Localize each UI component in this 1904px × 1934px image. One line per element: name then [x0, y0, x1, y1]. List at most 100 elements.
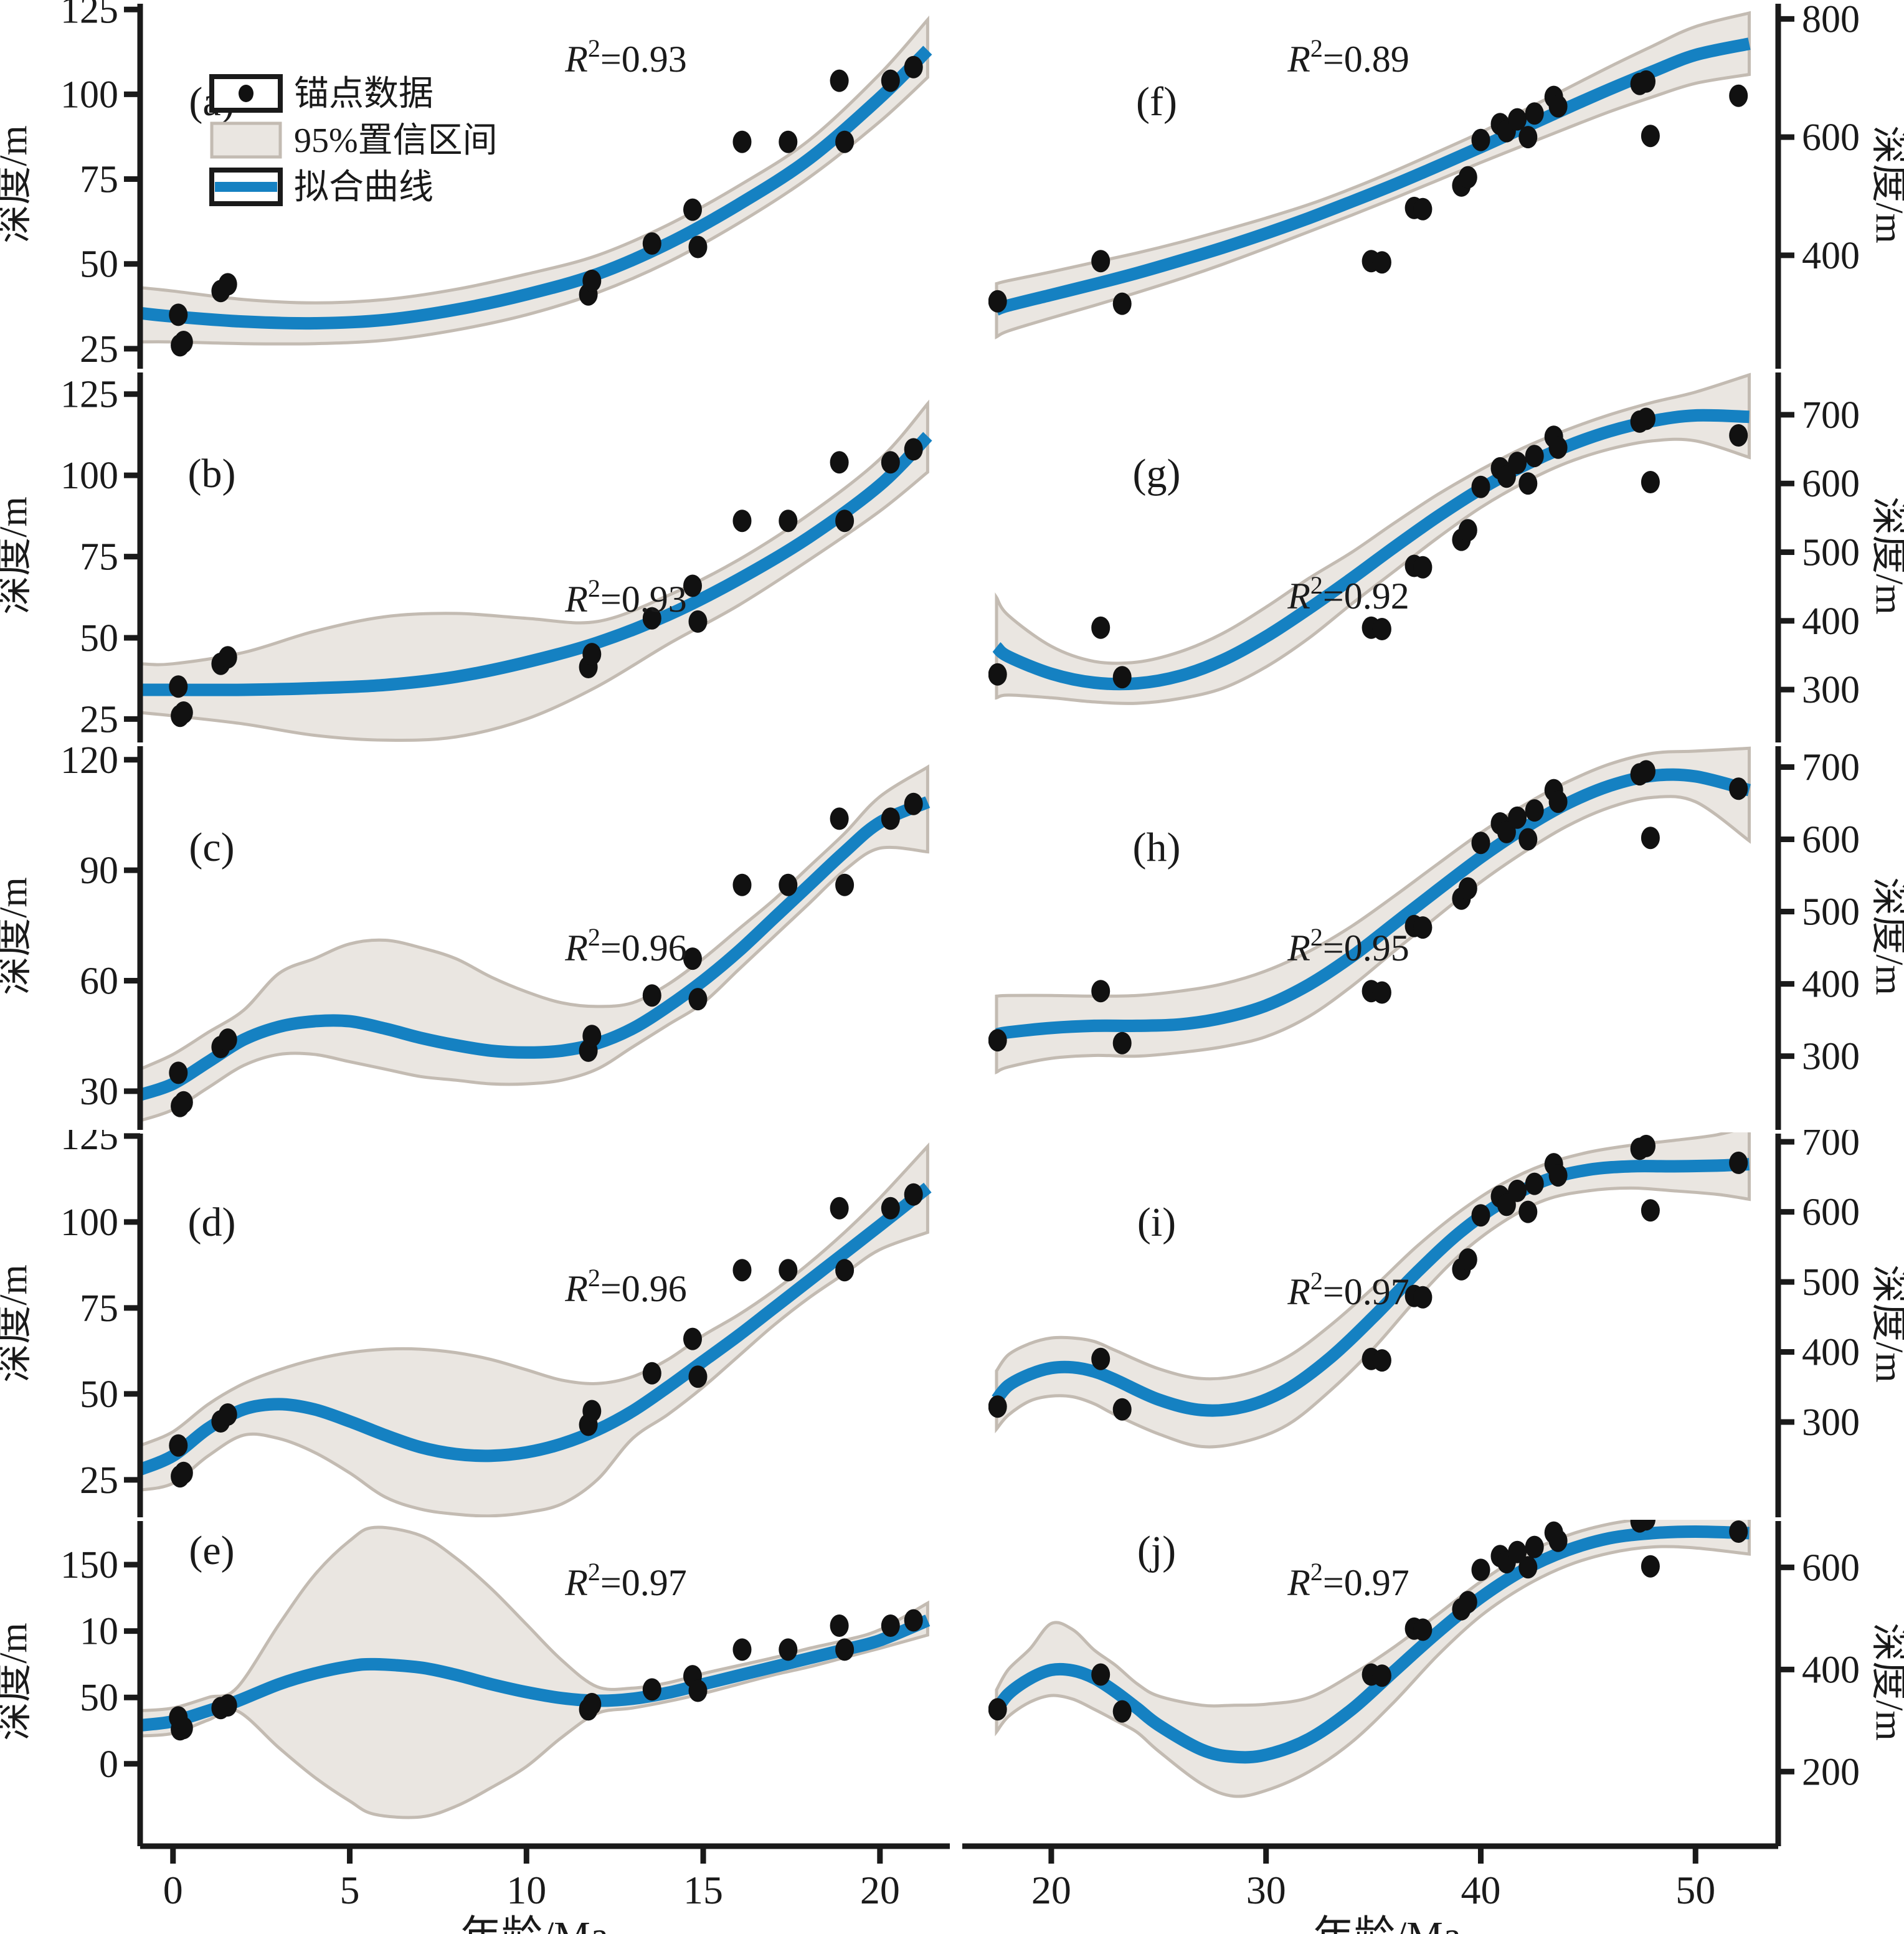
r2-annotation-i: R2=0.97 [1287, 1267, 1409, 1312]
y-axis-j: 600 400 200 [1775, 1521, 1860, 1846]
svg-text:125: 125 [60, 374, 118, 416]
svg-text:600: 600 [1802, 463, 1860, 505]
svg-text:50: 50 [1675, 1868, 1715, 1912]
r2-annotation-a: R2=0.93 [564, 34, 687, 80]
y-axis-title: 深度/m [0, 1623, 35, 1740]
y-axis-title: 深度/m [1868, 1623, 1904, 1740]
panel-label-d: (d) [188, 1200, 236, 1245]
svg-text:40: 40 [1461, 1868, 1500, 1912]
confidence-band-c [139, 764, 929, 1123]
anchor-points-e [169, 1609, 923, 1741]
svg-text:15: 15 [683, 1868, 723, 1912]
anchor-points-j [988, 1520, 1748, 1723]
confidence-band-e [139, 1525, 929, 1819]
fit-curve-b [140, 432, 932, 696]
svg-text:500: 500 [1802, 1261, 1860, 1304]
x-axis-title: 年龄/Ma [460, 1913, 609, 1934]
anchor-points-b [169, 438, 923, 728]
svg-text:100: 100 [60, 73, 118, 116]
fit-curve-d [139, 1182, 932, 1476]
panel-label-e: (e) [189, 1528, 234, 1573]
svg-text:500: 500 [1802, 891, 1860, 934]
y-axis-title: 深度/m [1868, 496, 1904, 614]
fit-curve-h [995, 768, 1751, 1041]
confidence-band-j [995, 1520, 1751, 1798]
svg-text:500: 500 [1802, 531, 1860, 574]
svg-text:400: 400 [1802, 1649, 1860, 1691]
svg-text:400: 400 [1802, 600, 1860, 643]
r2-annotation-e: R2=0.97 [564, 1558, 687, 1603]
svg-text:125: 125 [60, 1130, 118, 1158]
r2-annotation-c: R2=0.96 [564, 923, 687, 969]
y-axis-title: 深度/m [0, 1264, 35, 1382]
panel-label-b: (b) [188, 451, 236, 496]
y-axis-h: 700 600 500 400 300 [1775, 746, 1860, 1130]
r2-annotation-b: R2=0.93 [564, 574, 687, 620]
confidence-band-d [139, 1142, 929, 1517]
x-axis-title: 年龄/Ma [1313, 1913, 1461, 1934]
svg-text:200: 200 [1802, 1751, 1860, 1793]
fit-curve-j [991, 1525, 1750, 1764]
legend-label: 拟合曲线 [294, 168, 433, 207]
svg-text:20: 20 [860, 1868, 900, 1912]
svg-text:10: 10 [506, 1868, 546, 1912]
y-axis-title: 深度/m [0, 125, 35, 243]
y-axis-a: 125 100 75 50 25 [60, 0, 143, 369]
y-axis-title: 深度/m [0, 496, 35, 614]
confidence-band-i [995, 1132, 1751, 1449]
svg-text:10: 10 [80, 1611, 118, 1653]
svg-text:5: 5 [340, 1868, 360, 1912]
svg-text:125: 125 [60, 0, 118, 31]
x-axis-j: 20 30 40 50 年龄/Ma [962, 1843, 1778, 1934]
y-axis-f: 800 600 400 [1775, 0, 1860, 369]
y-axis-d: 125 100 75 50 25 [60, 1130, 143, 1517]
svg-text:800: 800 [1802, 0, 1860, 40]
y-axis-b: 125 100 75 50 25 [60, 372, 143, 742]
r2-annotation-g: R2=0.92 [1287, 571, 1409, 617]
r2-annotation-j: R2=0.97 [1287, 1558, 1409, 1603]
svg-text:50: 50 [80, 1373, 118, 1416]
svg-text:25: 25 [80, 1459, 118, 1502]
svg-text:50: 50 [80, 617, 118, 660]
panel-label-f: (f) [1136, 79, 1177, 125]
svg-text:30: 30 [80, 1071, 118, 1113]
y-axis-i: 700 600 500 400 300 [1775, 1130, 1860, 1517]
svg-text:700: 700 [1802, 1130, 1860, 1164]
svg-text:700: 700 [1802, 394, 1860, 437]
svg-text:300: 300 [1802, 669, 1860, 711]
anchor-points-c [169, 792, 923, 1117]
y-axis-title: 深度/m [1868, 1264, 1904, 1382]
svg-text:120: 120 [60, 742, 118, 782]
r2-annotation-h: R2=0.95 [1287, 923, 1409, 969]
y-axis-g: 700 600 500 400 300 [1775, 372, 1860, 742]
legend-label: 95%置信区间 [294, 121, 498, 160]
svg-text:0: 0 [163, 1868, 183, 1912]
svg-text:75: 75 [80, 536, 118, 579]
svg-text:50: 50 [80, 1677, 118, 1719]
y-axis-e: 150 10 50 0 [60, 1521, 143, 1846]
svg-text:700: 700 [1802, 746, 1860, 789]
legend-label: 锚点数据 [294, 75, 433, 113]
fit-curve-f [994, 37, 1751, 316]
anchor-points-h [988, 760, 1748, 1055]
r2-annotation-f: R2=0.89 [1287, 34, 1409, 80]
svg-text:400: 400 [1802, 964, 1860, 1006]
subplot-b: 125 100 75 50 25 深度/m (b) R2=0.93 [0, 372, 932, 742]
svg-text:600: 600 [1802, 819, 1860, 861]
confidence-band-h [995, 746, 1751, 1075]
svg-text:25: 25 [80, 328, 118, 369]
svg-text:100: 100 [60, 455, 118, 497]
anchor-points-g [988, 407, 1748, 689]
svg-text:0: 0 [99, 1743, 118, 1786]
panel-label-c: (c) [189, 825, 234, 870]
subplot-d: 125 100 75 50 25 深度/m (d) R2=0.96 [0, 1130, 932, 1517]
svg-text:75: 75 [80, 159, 118, 201]
svg-text:20: 20 [1031, 1868, 1071, 1912]
subplot-c: 120 90 60 30 深度/m (c) R2=0.96 [0, 742, 931, 1130]
fit-curve-i [992, 1158, 1750, 1417]
svg-text:300: 300 [1802, 1036, 1860, 1078]
